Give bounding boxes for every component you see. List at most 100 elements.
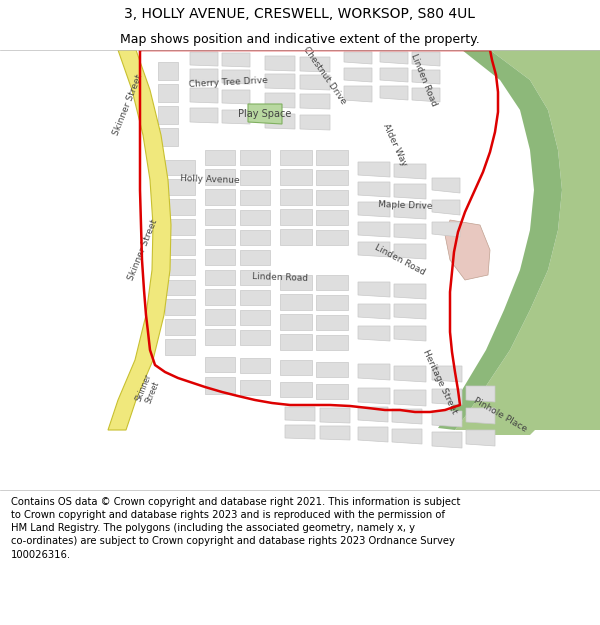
Polygon shape [240,358,270,373]
Polygon shape [205,169,235,185]
Polygon shape [240,210,270,225]
Polygon shape [412,52,440,66]
Polygon shape [432,200,460,215]
Polygon shape [358,407,388,422]
Polygon shape [300,94,330,109]
Polygon shape [394,164,426,179]
Polygon shape [316,335,348,350]
Polygon shape [240,170,270,185]
Polygon shape [344,86,372,102]
Polygon shape [280,229,312,245]
Polygon shape [344,68,372,82]
Polygon shape [240,380,270,395]
Text: Skinner Street: Skinner Street [112,73,145,137]
Text: Holly Avenue: Holly Avenue [180,174,240,186]
Polygon shape [205,289,235,305]
Text: Maple Drive: Maple Drive [377,199,433,211]
Polygon shape [392,429,422,444]
Polygon shape [392,409,422,424]
Polygon shape [240,270,270,285]
Polygon shape [316,295,348,310]
Polygon shape [165,239,195,255]
Polygon shape [316,384,348,399]
Polygon shape [316,190,348,205]
Polygon shape [432,389,462,405]
Polygon shape [358,222,390,237]
Polygon shape [466,408,495,424]
Polygon shape [165,299,195,315]
Polygon shape [158,84,178,102]
Polygon shape [280,209,312,225]
Polygon shape [432,366,462,382]
Polygon shape [222,110,250,124]
Polygon shape [240,250,270,265]
Polygon shape [316,210,348,225]
Polygon shape [358,304,390,319]
Polygon shape [285,425,315,439]
Polygon shape [190,69,218,83]
Polygon shape [165,319,195,335]
Polygon shape [265,114,295,129]
Text: Map shows position and indicative extent of the property.: Map shows position and indicative extent… [120,32,480,46]
Polygon shape [280,169,312,185]
Polygon shape [344,52,372,64]
Polygon shape [205,209,235,225]
Polygon shape [280,150,312,165]
Polygon shape [205,249,235,265]
Polygon shape [316,150,348,165]
Text: Play Space: Play Space [238,109,292,119]
Polygon shape [240,310,270,325]
Polygon shape [358,242,390,257]
Polygon shape [165,259,195,275]
Text: Linden Road: Linden Road [252,271,308,282]
Polygon shape [316,362,348,377]
Polygon shape [380,52,408,64]
Polygon shape [158,106,178,124]
Polygon shape [205,229,235,245]
Polygon shape [165,179,195,195]
Polygon shape [466,386,495,402]
Polygon shape [165,219,195,235]
Polygon shape [380,86,408,100]
Polygon shape [316,275,348,290]
Polygon shape [280,360,312,375]
Polygon shape [158,128,178,146]
Polygon shape [205,270,235,285]
Polygon shape [320,426,350,440]
Text: Alder Way: Alder Way [381,122,409,168]
Polygon shape [380,68,408,82]
Polygon shape [300,57,330,72]
Polygon shape [320,408,350,423]
Polygon shape [358,282,390,297]
Polygon shape [358,364,390,380]
Text: Skinner
Street: Skinner Street [134,373,163,407]
Polygon shape [165,160,195,175]
Polygon shape [190,88,218,103]
Polygon shape [358,326,390,341]
Polygon shape [445,220,490,280]
Polygon shape [394,366,426,382]
Polygon shape [205,189,235,205]
Polygon shape [316,170,348,185]
Polygon shape [466,430,495,446]
Polygon shape [394,204,426,219]
Polygon shape [248,104,282,124]
Polygon shape [358,202,390,217]
Polygon shape [412,88,440,102]
Polygon shape [280,275,312,290]
Polygon shape [158,62,178,80]
Polygon shape [432,432,462,448]
Polygon shape [455,50,600,430]
Polygon shape [280,334,312,350]
Polygon shape [265,74,295,89]
Polygon shape [432,411,462,427]
Polygon shape [108,50,171,430]
Polygon shape [358,427,388,442]
Polygon shape [240,330,270,345]
Polygon shape [205,150,235,165]
Polygon shape [240,190,270,205]
Text: Contains OS data © Crown copyright and database right 2021. This information is : Contains OS data © Crown copyright and d… [11,497,460,559]
Polygon shape [394,284,426,299]
Polygon shape [190,108,218,123]
Polygon shape [438,50,562,430]
